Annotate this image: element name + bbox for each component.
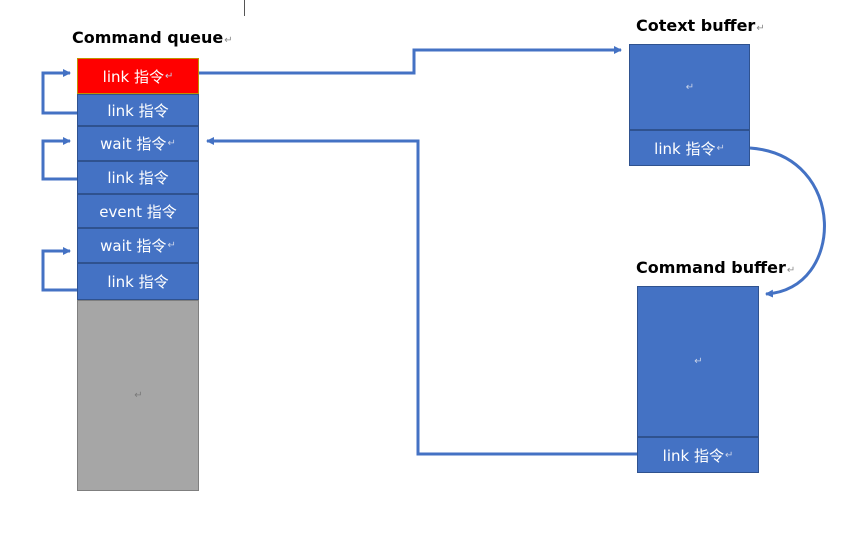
loop-arrow-link-to-wait [41, 137, 77, 181]
command-buffer-title: Command buffer↵ [636, 258, 796, 277]
queue-empty-space: ↵ [77, 300, 199, 491]
arrow-command-buffer-to-queue-wait [206, 137, 637, 456]
command-buffer-body: ↵ [637, 286, 759, 437]
queue-item-link: link 指令 [77, 94, 199, 126]
queue-item-event: event 指令 [77, 194, 199, 228]
command-buffer-link: link 指令 ↵ [637, 437, 759, 473]
loop-arrow-link-to-active-link [41, 69, 77, 115]
context-buffer-title: Cotext buffer↵ [636, 16, 765, 35]
queue-item-link: link 指令 [77, 161, 199, 194]
queue-item-wait: wait 指令 ↵ [77, 228, 199, 263]
queue-item-wait: wait 指令 ↵ [77, 126, 199, 161]
arrow-queue-to-context-buffer [199, 46, 622, 75]
context-buffer-link: link 指令 ↵ [629, 130, 750, 166]
arrow-context-to-command-buffer [749, 146, 826, 298]
queue-item-link-active: link 指令 ↵ [77, 58, 199, 94]
loop-arrow-link-to-second-wait [41, 247, 77, 292]
text-cursor [244, 0, 245, 16]
context-buffer-body: ↵ [629, 44, 750, 130]
queue-item-link: link 指令 [77, 263, 199, 300]
command-queue-title: Command queue↵ [72, 28, 233, 47]
